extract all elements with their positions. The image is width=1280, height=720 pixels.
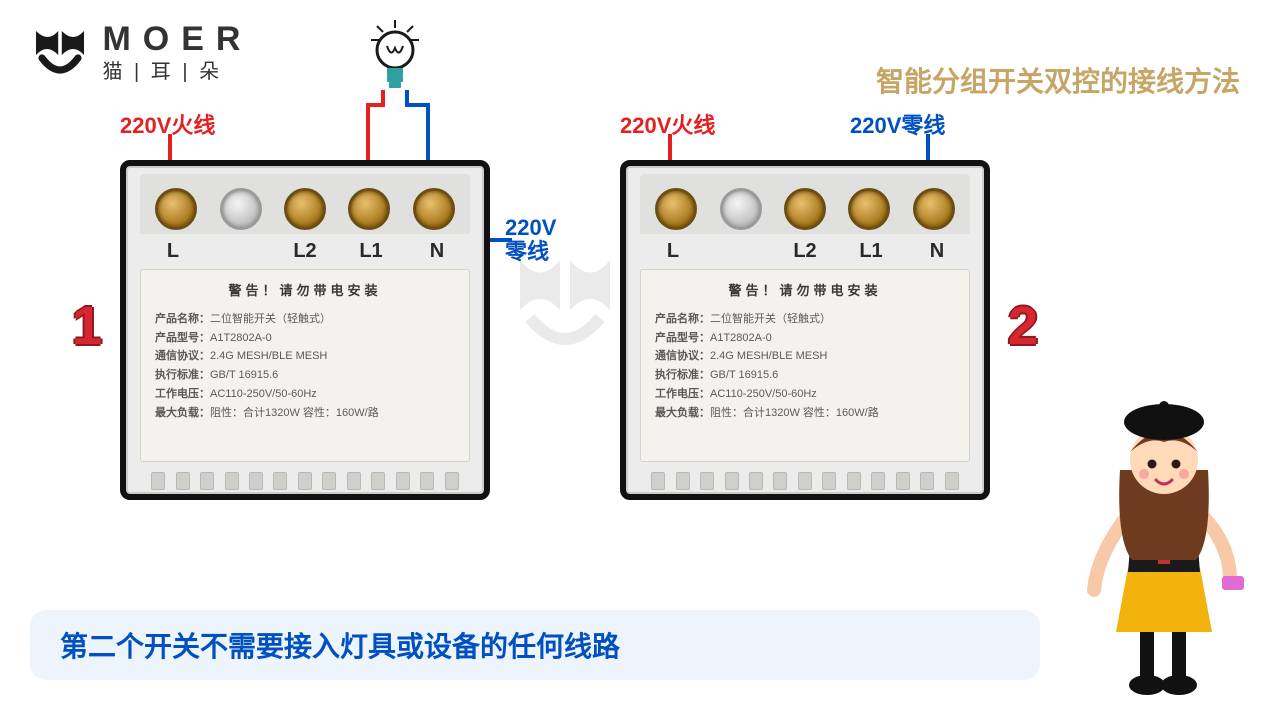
index-2: 2 (1008, 295, 1038, 357)
warning-text: 警告！请勿带电安装 (155, 280, 455, 302)
sw1-neutral-label: 220V 零线 (505, 216, 556, 264)
term-lbl-L1: L1 (346, 240, 396, 263)
terminal-L2 (284, 188, 326, 230)
warning-text: 警告！请勿带电安装 (655, 280, 955, 302)
bottom-note: 第二个开关不需要接入灯具或设备的任何线路 (30, 610, 1040, 680)
sw1-live-label: 220V火线 (120, 108, 215, 140)
brand-sub: 猫 | 耳 | 朵 (102, 55, 252, 84)
terminal-L (655, 188, 697, 230)
terminal-N (413, 188, 455, 230)
page-title: 智能分组开关双控的接线方法 (876, 60, 1240, 100)
brand-name: MOER (102, 20, 252, 59)
switch-2: L L2 L1 N 警告！请勿带电安装 产品名称：二位智能开关（轻触式） 产品型… (620, 160, 990, 500)
term-lbl-L2: L2 (280, 240, 330, 263)
terminal-N (913, 188, 955, 230)
switch-1: L L2 L1 N 警告！请勿带电安装 产品名称：二位智能开关（轻触式） 产品型… (120, 160, 490, 500)
term-lbl-L: L (148, 240, 198, 263)
terminal-labels: L L2 L1 N (140, 240, 470, 263)
info-panel: 警告！请勿带电安装 产品名称：二位智能开关（轻触式） 产品型号：A1T2802A… (640, 269, 970, 462)
terminal-L1 (848, 188, 890, 230)
terminal-blank (720, 188, 762, 230)
sw2-live-label: 220V火线 (620, 108, 715, 140)
terminal-L1 (348, 188, 390, 230)
brand-logo: MOER 猫 | 耳 | 朵 (30, 20, 290, 90)
vent-slots (646, 472, 964, 490)
terminal-labels: L L2 L1 N (640, 240, 970, 263)
terminal-row (140, 174, 470, 234)
index-1: 1 (72, 295, 102, 357)
info-panel: 警告！请勿带电安装 产品名称：二位智能开关（轻触式） 产品型号：A1T2802A… (140, 269, 470, 462)
light-bulb-icon (365, 18, 425, 93)
terminal-row (640, 174, 970, 234)
sw2-neutral-label: 220V零线 (850, 108, 945, 140)
presenter-girl-icon (1080, 380, 1250, 700)
terminal-L2 (784, 188, 826, 230)
terminal-L (155, 188, 197, 230)
vent-slots (146, 472, 464, 490)
cat-ears-icon (30, 22, 90, 82)
term-lbl-N: N (412, 240, 462, 263)
terminal-blank (220, 188, 262, 230)
term-lbl-blank (214, 240, 264, 263)
